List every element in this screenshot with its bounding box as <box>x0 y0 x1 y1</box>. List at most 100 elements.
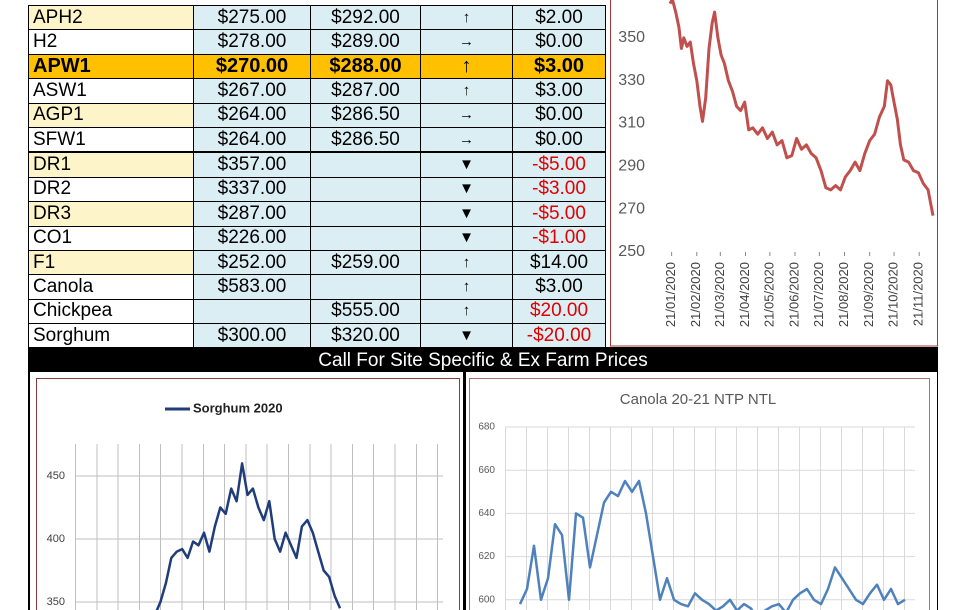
table-row: AGP1 $264.00 $286.50 → $0.00 <box>28 102 606 128</box>
price-cell <box>310 201 421 227</box>
x-tick-label: 21/06/2020 <box>786 262 801 327</box>
chart-border <box>469 378 930 610</box>
price-history-chart: 21/01/2020 21/02/2020 21/03/2020 21/04/2020… <box>610 0 938 347</box>
banner: Call For Site Specific & Ex Farm Prices <box>318 350 648 371</box>
price-cell: $289.00 <box>310 29 421 55</box>
chart-title: Canola 20-21 NTP NTL <box>620 391 776 408</box>
price-cell: ↑ <box>420 298 513 325</box>
price-cell: ▼ <box>420 225 513 251</box>
table-row: APH2 $275.00 $292.00 ↑ $2.00 <box>28 4 606 31</box>
price-cell: ↑ <box>420 249 513 276</box>
price-cell <box>193 298 311 325</box>
price-cell: $320.00 <box>310 323 421 349</box>
price-table: APH2 $275.00 $292.00 ↑ $2.00 H2 $278.00 $289.00… <box>28 4 606 349</box>
table-row: ASW1 $267.00 $287.00 ↑ $3.00 <box>28 78 606 104</box>
price-cell: -$3.00 <box>512 176 606 203</box>
price-cell: $292.00 <box>310 4 421 31</box>
price-cell: → <box>420 126 513 153</box>
price-cell: ▼ <box>420 323 513 349</box>
price-cell: $14.00 <box>512 249 606 276</box>
price-cell: $357.00 <box>193 151 311 178</box>
x-tick-label: 21/08/2020 <box>836 262 851 327</box>
price-cell: ↑ <box>420 4 513 31</box>
legend-label: Sorghum 2020 <box>193 400 283 415</box>
price-cell: $226.00 <box>193 225 311 251</box>
price-cell: ↑ <box>420 274 513 300</box>
price-cell: $278.00 <box>193 29 311 55</box>
x-tick-label: 21/02/2020 <box>688 262 703 327</box>
grade-cell: Sorghum <box>28 323 194 349</box>
x-tick-label: 21/03/2020 <box>712 262 727 327</box>
grade-cell: ASW1 <box>28 78 194 104</box>
price-cell: $270.00 <box>193 53 311 80</box>
price-cell: $300.00 <box>193 323 311 349</box>
price-cell: $287.00 <box>193 201 311 227</box>
x-tick-label: 21/09/2020 <box>861 262 876 327</box>
vertical-grid <box>75 444 444 610</box>
table-row: DR2 $337.00 ▼ -$3.00 <box>28 176 606 203</box>
table-row: SFW1 $264.00 $286.50 → $0.00 <box>28 126 606 153</box>
data-line <box>155 462 342 610</box>
price-cell: $3.00 <box>512 274 606 300</box>
price-cell: $288.00 <box>310 53 421 80</box>
price-cell: $286.50 <box>310 126 421 153</box>
y-tick-label: 680 <box>478 422 495 433</box>
price-cell: $555.00 <box>310 298 421 325</box>
y-tick-label: 450 <box>47 470 65 482</box>
price-cell: → <box>420 29 513 55</box>
table-row: Canola $583.00 ↑ $3.00 <box>28 274 606 300</box>
table-row: F1 $252.00 $259.00 ↑ $14.00 <box>28 249 606 276</box>
sorghum-chart: 350 400 450 Sorghum 2020 <box>36 378 460 610</box>
grade-cell: SFW1 <box>28 126 194 153</box>
price-cell: $0.00 <box>512 102 606 128</box>
x-tick-label: 21/04/2020 <box>737 262 752 327</box>
price-cell: ▼ <box>420 176 513 203</box>
grade-cell: DR1 <box>28 151 194 178</box>
x-tick-label: 21/05/2020 <box>761 262 776 327</box>
price-cell: ▼ <box>420 151 513 178</box>
y-tick-label: 640 <box>478 508 495 519</box>
table-row: APW1 $270.00 $288.00 ↑ $3.00 <box>28 53 606 80</box>
y-tick-label: 600 <box>478 594 495 605</box>
price-cell: $275.00 <box>193 4 311 31</box>
grade-cell: AGP1 <box>28 102 194 128</box>
price-cell: $20.00 <box>512 298 606 325</box>
grade-cell: CO1 <box>28 225 194 251</box>
price-cell: ↑ <box>420 78 513 104</box>
canola-chart: 600 620 640 660 680 Canola 20-21 NTP NTL <box>469 378 930 610</box>
price-cell <box>310 176 421 203</box>
grade-cell: APW1 <box>28 53 194 80</box>
table-row: DR1 $357.00 ▼ -$5.00 <box>28 151 606 178</box>
y-tick-label: 350 <box>618 29 645 46</box>
data-line <box>668 0 935 216</box>
price-cell: -$5.00 <box>512 151 606 178</box>
price-cell: $0.00 <box>512 126 606 153</box>
price-cell: -$5.00 <box>512 201 606 227</box>
price-cell: $583.00 <box>193 274 311 300</box>
y-tick-label: 620 <box>478 551 495 562</box>
price-cell <box>310 151 421 178</box>
price-cell: $259.00 <box>310 249 421 276</box>
price-cell: -$20.00 <box>512 323 606 349</box>
chart-border <box>36 378 460 610</box>
price-cell: $286.50 <box>310 102 421 128</box>
price-cell <box>310 274 421 300</box>
grade-cell: DR2 <box>28 176 194 203</box>
y-tick-label: 250 <box>618 243 645 260</box>
price-cell: $267.00 <box>193 78 311 104</box>
price-cell: ▼ <box>420 201 513 227</box>
price-cell: $3.00 <box>512 78 606 104</box>
table-row: Chickpea $555.00 ↑ $20.00 <box>28 298 606 325</box>
price-cell: $3.00 <box>512 53 606 80</box>
x-tick-label: 21/10/2020 <box>885 262 900 327</box>
x-tick-label: 21/01/2020 <box>663 262 678 327</box>
table-row: H2 $278.00 $289.00 → $0.00 <box>28 29 606 55</box>
price-cell: → <box>420 102 513 128</box>
y-tick-label: 400 <box>47 533 65 545</box>
price-cell: $337.00 <box>193 176 311 203</box>
price-cell: -$1.00 <box>512 225 606 251</box>
y-tick-label: 370 <box>618 0 645 3</box>
price-cell: $0.00 <box>512 29 606 55</box>
price-cell <box>310 225 421 251</box>
table-row: CO1 $226.00 ▼ -$1.00 <box>28 225 606 251</box>
